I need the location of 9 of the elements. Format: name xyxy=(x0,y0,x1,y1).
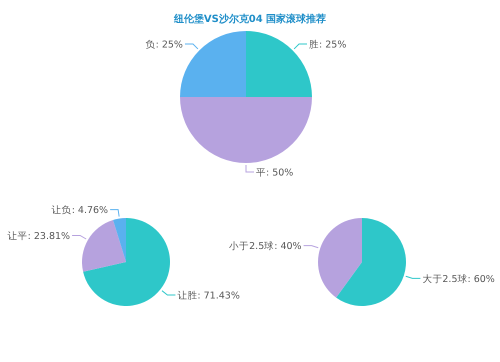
slice-label: 负: 25% xyxy=(146,38,183,50)
slice-label: 让负: 4.76% xyxy=(52,204,108,216)
slice-label: 让平: 23.81% xyxy=(8,230,70,242)
slice-label: 让胜: 71.43% xyxy=(177,290,240,302)
chart-title: 纽伦堡VS沙尔克04 国家滚球推荐 xyxy=(172,13,326,25)
slice-label: 平: 50% xyxy=(256,168,294,178)
slice-label: 胜: 25% xyxy=(309,38,346,50)
slice-label: 大于2.5球: 60% xyxy=(422,272,495,285)
slice-label: 小于2.5球: 40% xyxy=(229,240,302,252)
